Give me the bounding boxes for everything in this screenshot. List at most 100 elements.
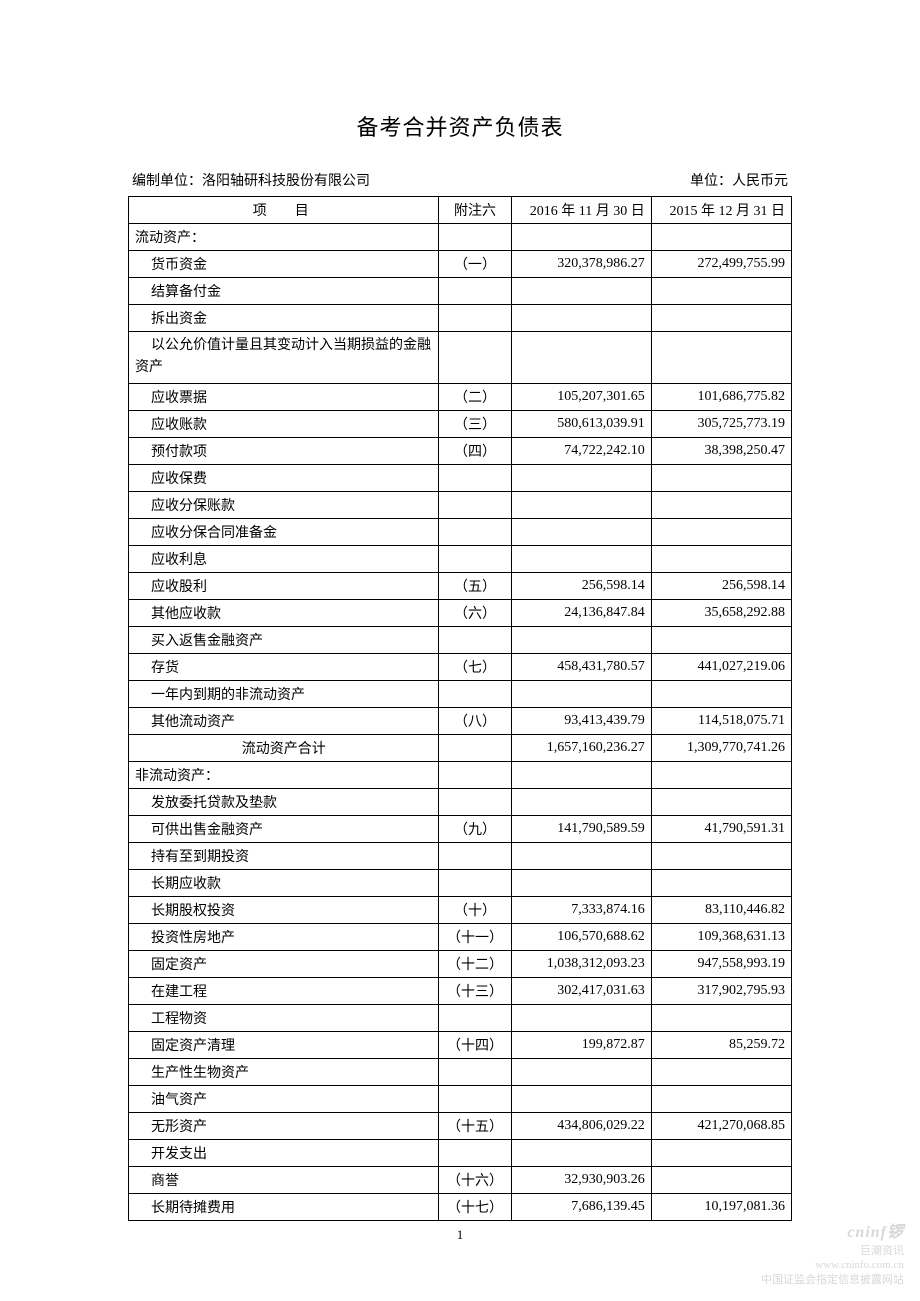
item-cell: 货币资金 [129, 251, 439, 278]
value2-cell [651, 518, 791, 545]
value1-cell: 24,136,847.84 [511, 599, 651, 626]
item-cell: 应收保费 [129, 464, 439, 491]
value1-cell: 1,657,160,236.27 [511, 734, 651, 761]
table-row: 流动资产合计1,657,160,236.271,309,770,741.26 [129, 734, 792, 761]
item-cell: 应收分保账款 [129, 491, 439, 518]
value1-cell: 256,598.14 [511, 572, 651, 599]
value1-cell: 580,613,039.91 [511, 410, 651, 437]
item-cell: 持有至到期投资 [129, 842, 439, 869]
note-cell: （五） [439, 572, 511, 599]
table-row: 可供出售金融资产（九）141,790,589.5941,790,591.31 [129, 815, 792, 842]
balance-sheet-table: 项目 附注六 2016 年 11 月 30 日 2015 年 12 月 31 日… [128, 196, 792, 1221]
value2-cell [651, 1085, 791, 1112]
value2-cell [651, 491, 791, 518]
item-cell: 工程物资 [129, 1004, 439, 1031]
item-cell: 应收账款 [129, 410, 439, 437]
note-cell [439, 464, 511, 491]
col-header-item: 项目 [129, 197, 439, 224]
value1-cell: 434,806,029.22 [511, 1112, 651, 1139]
value2-cell: 83,110,446.82 [651, 896, 791, 923]
value2-cell: 305,725,773.19 [651, 410, 791, 437]
note-cell [439, 545, 511, 572]
note-cell [439, 734, 511, 761]
value1-cell [511, 626, 651, 653]
value2-cell [651, 305, 791, 332]
table-row: 预付款项（四）74,722,242.1038,398,250.47 [129, 437, 792, 464]
note-cell [439, 842, 511, 869]
note-cell: （一） [439, 251, 511, 278]
table-row: 结算备付金 [129, 278, 792, 305]
table-row: 长期应收款 [129, 869, 792, 896]
value2-cell: 317,902,795.93 [651, 977, 791, 1004]
item-cell: 流动资产合计 [129, 734, 439, 761]
value2-cell [651, 224, 791, 251]
col-header-date2: 2015 年 12 月 31 日 [651, 197, 791, 224]
note-cell: （十五） [439, 1112, 511, 1139]
item-cell: 应收利息 [129, 545, 439, 572]
table-row: 在建工程（十三）302,417,031.63317,902,795.93 [129, 977, 792, 1004]
value1-cell [511, 305, 651, 332]
value1-cell: 141,790,589.59 [511, 815, 651, 842]
value2-cell [651, 842, 791, 869]
value2-cell [651, 332, 791, 384]
table-row: 买入返售金融资产 [129, 626, 792, 653]
value2-cell: 109,368,631.13 [651, 923, 791, 950]
note-cell: （七） [439, 653, 511, 680]
note-cell: （四） [439, 437, 511, 464]
item-cell: 长期股权投资 [129, 896, 439, 923]
value1-cell [511, 1139, 651, 1166]
table-row: 投资性房地产（十一）106,570,688.62109,368,631.13 [129, 923, 792, 950]
value2-cell: 114,518,075.71 [651, 707, 791, 734]
table-row: 无形资产（十五）434,806,029.22421,270,068.85 [129, 1112, 792, 1139]
table-row: 货币资金（一）320,378,986.27272,499,755.99 [129, 251, 792, 278]
value1-cell: 302,417,031.63 [511, 977, 651, 1004]
watermark-sub: 巨潮资讯 [761, 1244, 904, 1258]
value2-cell: 85,259.72 [651, 1031, 791, 1058]
value2-cell: 947,558,993.19 [651, 950, 791, 977]
value1-cell: 199,872.87 [511, 1031, 651, 1058]
table-row: 发放委托贷款及垫款 [129, 788, 792, 815]
note-cell: （十一） [439, 923, 511, 950]
note-cell [439, 1085, 511, 1112]
col-header-date1: 2016 年 11 月 30 日 [511, 197, 651, 224]
value2-cell [651, 278, 791, 305]
table-row: 其他流动资产（八）93,413,439.79114,518,075.71 [129, 707, 792, 734]
table-row: 应收分保合同准备金 [129, 518, 792, 545]
value1-cell: 458,431,780.57 [511, 653, 651, 680]
item-cell: 非流动资产： [129, 761, 439, 788]
value1-cell [511, 332, 651, 384]
item-cell: 应收票据 [129, 383, 439, 410]
value1-cell: 32,930,903.26 [511, 1166, 651, 1193]
value2-cell: 441,027,219.06 [651, 653, 791, 680]
table-row: 一年内到期的非流动资产 [129, 680, 792, 707]
note-cell [439, 626, 511, 653]
item-cell: 投资性房地产 [129, 923, 439, 950]
table-row: 应收利息 [129, 545, 792, 572]
company-label: 编制单位：洛阳轴研科技股份有限公司 [132, 170, 370, 190]
note-cell: （十三） [439, 977, 511, 1004]
header-row: 编制单位：洛阳轴研科技股份有限公司 单位：人民币元 [128, 170, 792, 190]
table-row: 以公允价值计量且其变动计入当期损益的金融资产 [129, 332, 792, 384]
value2-cell [651, 788, 791, 815]
value2-cell [651, 1166, 791, 1193]
value1-cell [511, 842, 651, 869]
note-cell [439, 278, 511, 305]
value1-cell [511, 1058, 651, 1085]
value1-cell: 105,207,301.65 [511, 383, 651, 410]
table-row: 开发支出 [129, 1139, 792, 1166]
table-row: 固定资产（十二）1,038,312,093.23947,558,993.19 [129, 950, 792, 977]
item-cell: 可供出售金融资产 [129, 815, 439, 842]
table-row: 长期股权投资（十）7,333,874.1683,110,446.82 [129, 896, 792, 923]
note-cell: （十七） [439, 1193, 511, 1220]
item-cell: 开发支出 [129, 1139, 439, 1166]
note-cell: （三） [439, 410, 511, 437]
item-cell: 在建工程 [129, 977, 439, 1004]
value1-cell [511, 518, 651, 545]
value1-cell [511, 224, 651, 251]
table-row: 油气资产 [129, 1085, 792, 1112]
item-cell: 长期应收款 [129, 869, 439, 896]
note-cell [439, 305, 511, 332]
value1-cell [511, 278, 651, 305]
value1-cell: 74,722,242.10 [511, 437, 651, 464]
item-cell: 其他流动资产 [129, 707, 439, 734]
